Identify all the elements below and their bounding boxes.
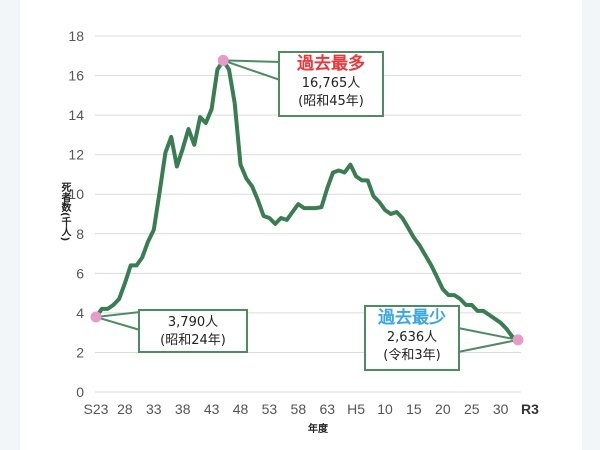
x-tick-label: 10 xyxy=(377,401,393,417)
x-tick-label: H5 xyxy=(347,401,365,417)
y-tick-label: 4 xyxy=(76,305,84,321)
x-tick-label: 33 xyxy=(146,401,162,417)
x-axis-title: 年度 xyxy=(308,422,329,435)
x-tick-label: 38 xyxy=(175,401,191,417)
y-tick-label: 16 xyxy=(68,68,84,84)
max-callout-era: (昭和45年) xyxy=(298,94,364,109)
start-callout: 3,790人 (昭和24年) xyxy=(138,309,248,353)
start-callout-era: (昭和24年) xyxy=(160,333,226,348)
highlight-marker xyxy=(217,54,229,66)
x-tick-label: 58 xyxy=(291,401,307,417)
x-tick-label: 43 xyxy=(204,401,220,417)
y-tick-label: 2 xyxy=(76,344,84,360)
y-tick-label: 14 xyxy=(68,107,84,123)
x-tick-label: 30 xyxy=(493,401,509,417)
highlight-marker xyxy=(512,334,524,346)
max-callout: 過去最多 16,765人 (昭和45年) xyxy=(278,51,384,117)
y-tick-label: 12 xyxy=(68,147,84,163)
data-line xyxy=(94,58,520,342)
y-axis-title: 死者数(千人) xyxy=(59,182,70,242)
x-tick-label: 63 xyxy=(319,401,335,417)
min-callout-title: 過去最少 xyxy=(378,308,446,328)
y-tick-label: 6 xyxy=(76,265,84,281)
min-callout: 過去最少 2,636人 (令和3年) xyxy=(364,305,460,371)
x-tick-label: 25 xyxy=(464,401,480,417)
x-tick-label: 15 xyxy=(406,401,422,417)
x-tick-label: R3 xyxy=(521,401,539,417)
y-tick-label: 10 xyxy=(68,186,84,202)
max-callout-title: 過去最多 xyxy=(297,54,365,74)
start-callout-value: 3,790人 xyxy=(167,315,219,330)
min-callout-value: 2,636人 xyxy=(386,330,438,345)
y-tick-label: 8 xyxy=(76,226,84,242)
x-tick-label: S23 xyxy=(84,401,109,417)
x-tick-label: 53 xyxy=(262,401,278,417)
callout-pointer xyxy=(95,310,141,332)
x-tick-label: 20 xyxy=(435,401,451,417)
highlight-marker xyxy=(90,311,102,323)
x-tick-label: 28 xyxy=(117,401,133,417)
y-tick-label: 0 xyxy=(76,384,84,400)
max-callout-value: 16,765人 xyxy=(301,76,361,91)
y-tick-label: 18 xyxy=(68,28,84,44)
x-tick-label: 48 xyxy=(233,401,249,417)
min-callout-era: (令和3年) xyxy=(383,348,441,363)
